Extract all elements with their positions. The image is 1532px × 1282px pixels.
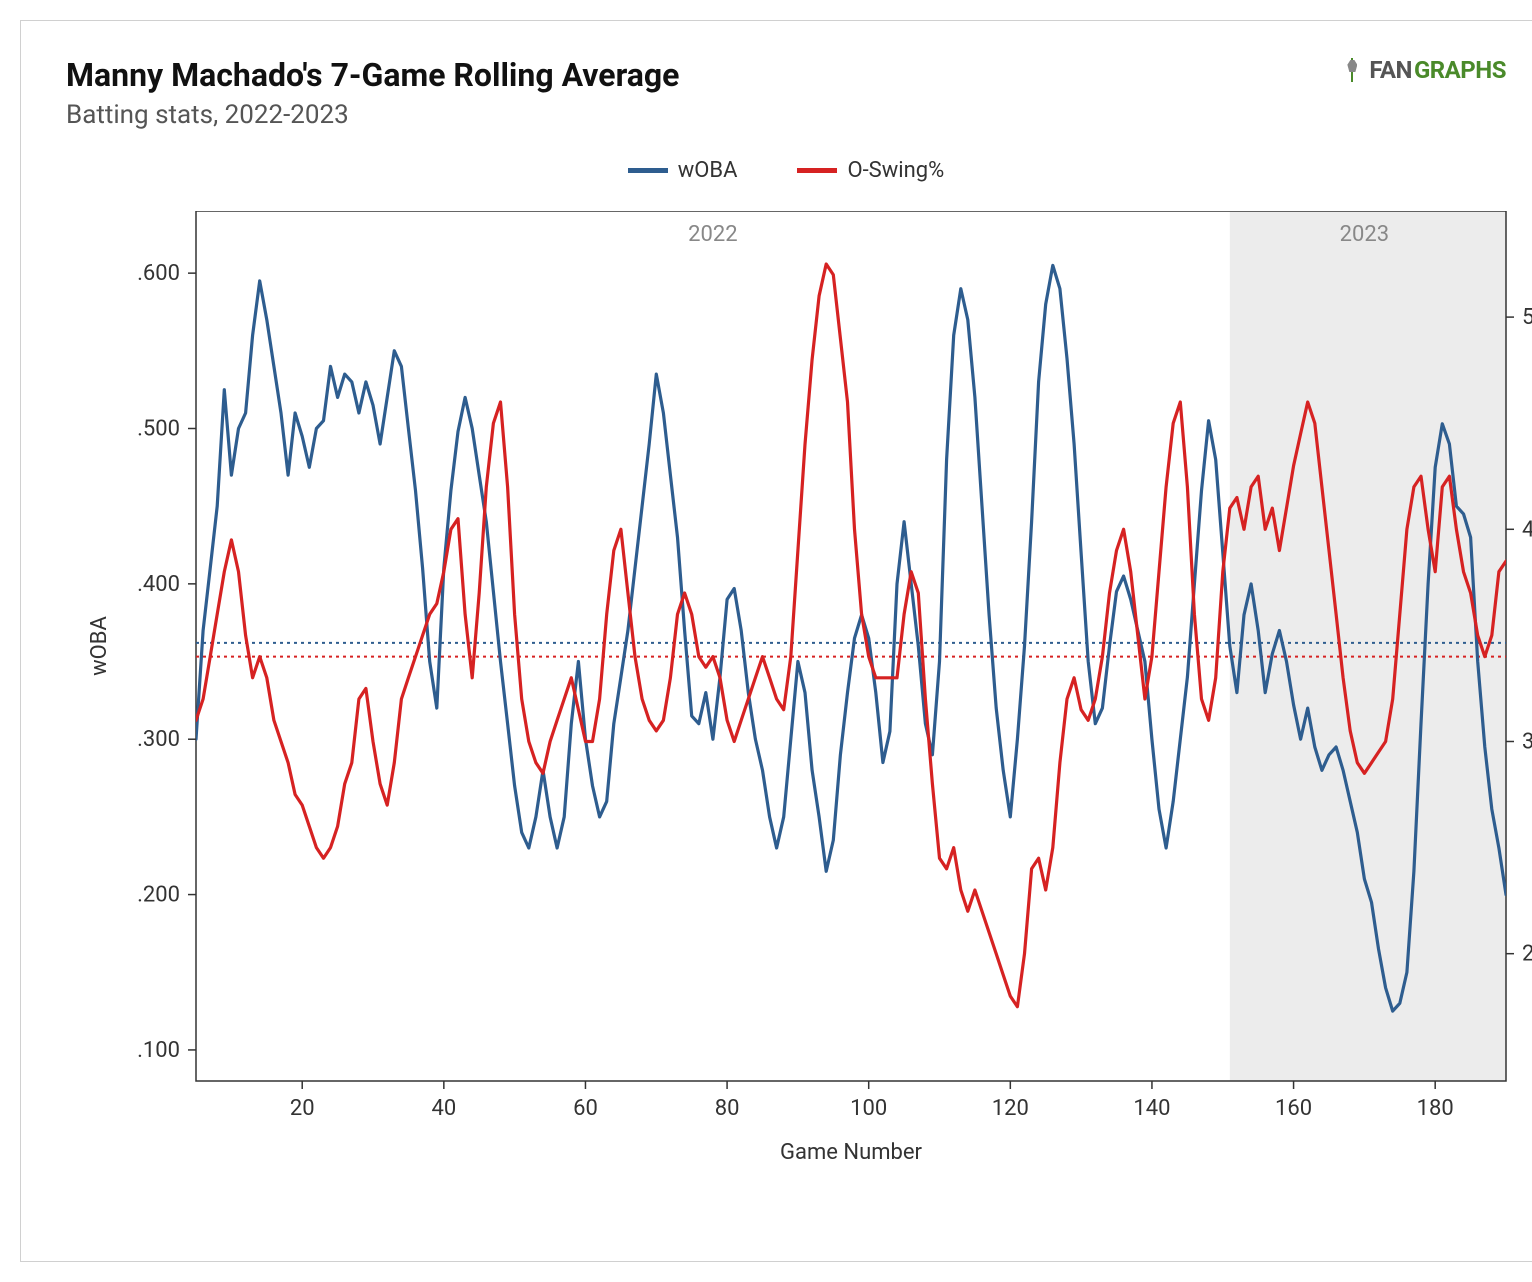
logo-text-graphs: GRAPHS — [1414, 56, 1506, 84]
svg-text:20%: 20% — [1522, 942, 1532, 967]
fangraphs-logo-icon — [1347, 58, 1367, 82]
svg-text:40: 40 — [431, 1096, 456, 1121]
chart-subtitle: Batting stats, 2022-2023 — [66, 100, 1347, 130]
svg-text:Game Number: Game Number — [780, 1140, 923, 1165]
legend-item-woba: wOBA — [628, 158, 738, 183]
svg-text:50%: 50% — [1522, 305, 1532, 330]
legend-item-oswing: O-Swing% — [797, 158, 944, 183]
logo-text-fan: FAN — [1369, 56, 1412, 84]
legend-label-oswing: O-Swing% — [847, 158, 944, 183]
svg-text:20: 20 — [290, 1096, 315, 1121]
svg-text:80: 80 — [715, 1096, 740, 1121]
header-row: Manny Machado's 7-Game Rolling Average B… — [66, 56, 1506, 130]
titles: Manny Machado's 7-Game Rolling Average B… — [66, 56, 1347, 130]
legend: wOBA O-Swing% — [66, 158, 1506, 183]
svg-text:.600: .600 — [137, 261, 180, 286]
svg-text:160: 160 — [1275, 1096, 1312, 1121]
svg-text:60: 60 — [573, 1096, 598, 1121]
svg-text:120: 120 — [992, 1096, 1029, 1121]
legend-label-woba: wOBA — [678, 158, 738, 183]
svg-text:.100: .100 — [137, 1038, 180, 1063]
svg-text:40%: 40% — [1522, 517, 1532, 542]
svg-text:2022: 2022 — [688, 222, 737, 247]
legend-swatch-woba — [628, 168, 668, 173]
svg-text:.300: .300 — [137, 727, 180, 752]
legend-swatch-oswing — [797, 168, 837, 173]
svg-text:wOBA: wOBA — [87, 615, 112, 675]
svg-text:30%: 30% — [1522, 729, 1532, 754]
svg-text:2023: 2023 — [1340, 222, 1389, 247]
svg-text:140: 140 — [1133, 1096, 1170, 1121]
plot-area: 2022 2023 20 40 60 80 100 120 140 160 180 Game Numb… — [66, 211, 1506, 1176]
fangraphs-logo: FANGRAPHS — [1347, 56, 1506, 84]
svg-text:.200: .200 — [137, 883, 180, 908]
svg-text:180: 180 — [1417, 1096, 1454, 1121]
svg-text:100: 100 — [850, 1096, 887, 1121]
svg-text:.400: .400 — [137, 572, 180, 597]
svg-text:.500: .500 — [137, 417, 180, 442]
plot-svg: 2022 2023 20 40 60 80 100 120 140 160 180 Game Numb… — [66, 211, 1532, 1176]
chart-title: Manny Machado's 7-Game Rolling Average — [66, 56, 1347, 94]
chart-container: Manny Machado's 7-Game Rolling Average B… — [20, 20, 1532, 1262]
